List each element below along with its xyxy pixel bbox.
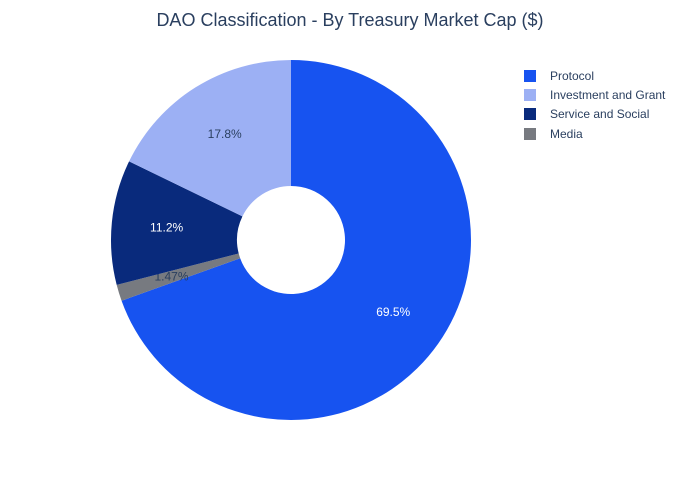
slice-label-investment-and-grant: 17.8% — [208, 127, 242, 141]
slice-label-media: 1.47% — [154, 270, 188, 284]
legend-item-media[interactable]: Media — [524, 124, 665, 143]
pie-slice-protocol[interactable] — [121, 60, 471, 420]
pie-slice-service-and-social[interactable] — [111, 161, 243, 285]
legend-label: Protocol — [550, 68, 595, 83]
legend-swatch — [524, 69, 536, 82]
slice-label-protocol: 69.5% — [376, 305, 410, 319]
legend-item-service-and-social[interactable]: Service and Social — [524, 105, 665, 124]
legend-swatch — [524, 89, 536, 102]
legend-item-investment-and-grant[interactable]: Investment and Grant — [524, 85, 665, 104]
chart-title: DAO Classification - By Treasury Market … — [156, 10, 544, 30]
legend-label: Service and Social — [550, 107, 650, 122]
legend-label: Investment and Grant — [550, 88, 666, 103]
legend-swatch — [524, 108, 536, 121]
pie-slice-media[interactable] — [116, 253, 241, 301]
legend-item-protocol[interactable]: Protocol — [524, 66, 665, 85]
legend: Protocol Investment and Grant Service and … — [524, 66, 665, 144]
legend-swatch — [524, 127, 536, 140]
legend-label: Media — [550, 126, 583, 141]
pie-slice-investment-and-grant[interactable] — [129, 59, 291, 217]
slice-label-service-and-social: 11.2% — [150, 221, 183, 235]
